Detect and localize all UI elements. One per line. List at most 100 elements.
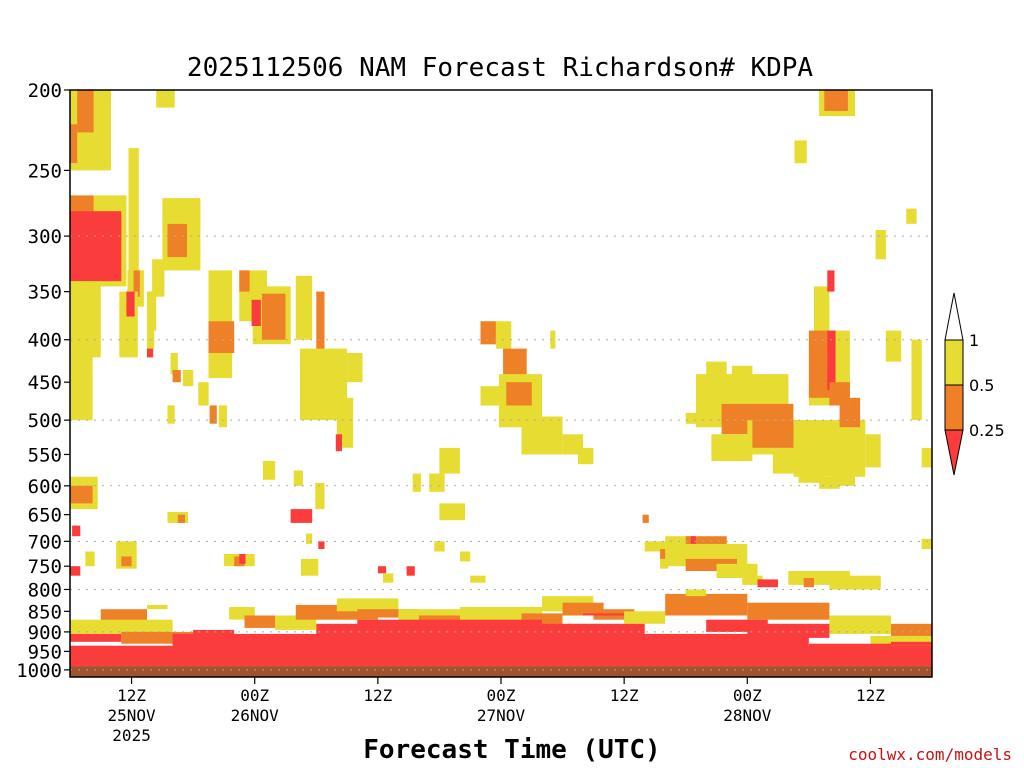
y-tick-label: 950 <box>28 641 62 663</box>
ri-cell-0-25-to-0-5 <box>121 556 132 567</box>
ri-cell-0-25-to-0-5 <box>177 514 185 523</box>
x-tick-label: 2025 <box>112 726 151 745</box>
ri-cell-0-5-to-1 <box>383 573 394 583</box>
x-tick-label: 25NOV <box>107 706 156 725</box>
ri-cell-0-25-to-0-5 <box>133 270 140 297</box>
ri-cell-0-5-to-1 <box>855 580 881 588</box>
y-tick-label: 800 <box>28 579 62 601</box>
x-tick-label: 00Z <box>240 686 269 705</box>
legend-level-label: 0.25 <box>969 421 1005 440</box>
ri-cell--0-25 <box>747 623 830 638</box>
x-axis-label: Forecast Time (UTC) <box>363 735 660 765</box>
x-tick-label: 12Z <box>856 686 885 705</box>
ri-cell-0-5-to-1 <box>262 461 276 480</box>
ri-cell-0-5-to-1 <box>562 434 584 455</box>
ri-cell-0-25-to-0-5 <box>121 631 194 644</box>
ri-cell-0-25-to-0-5 <box>244 615 276 628</box>
ri-cell-0-5-to-1 <box>434 541 445 552</box>
ri-cell-0-5-to-1 <box>834 457 855 486</box>
ground-area <box>70 666 932 677</box>
ri-cell--0-25 <box>583 613 625 616</box>
ri-cell--0-25 <box>172 633 809 648</box>
ri-cell-0-25-to-0-5 <box>70 485 93 504</box>
ri-cell-0-25-to-0-5 <box>891 623 932 638</box>
ri-cell-0-5-to-1 <box>470 575 486 583</box>
y-axis: 200 250 300 350 400 450 500 550 600 650 700 7508008… <box>16 80 70 682</box>
ri-cell--0-25 <box>827 330 836 391</box>
ri-cell-0-25-to-0-5 <box>752 420 799 448</box>
y-tick-label: 900 <box>28 622 62 644</box>
ri-cell-0-5-to-1 <box>128 148 139 276</box>
ri-cell-0-5-to-1 <box>911 339 922 421</box>
ri-cell-0-5-to-1 <box>731 365 753 379</box>
ri-cell-0-5-to-1 <box>198 382 209 406</box>
legend-level-label: 0.5 <box>969 376 994 395</box>
ri-cell-0-5-to-1 <box>156 90 175 108</box>
ri-cell-0-5-to-1 <box>170 353 178 375</box>
ri-cell-0-5-to-1 <box>300 558 319 576</box>
ri-cell-0-25-to-0-5 <box>167 223 187 258</box>
ri-cell-0-25-to-0-5 <box>70 124 78 164</box>
legend-bin-yellow <box>944 339 964 386</box>
colorbar-legend: 1 0.5 0.25 <box>944 292 1005 476</box>
y-tick-label: 700 <box>28 531 62 553</box>
ri-cell-0-5-to-1 <box>412 473 421 492</box>
ri-cell-0-5-to-1 <box>921 447 932 468</box>
ri-cell-0-25-to-0-5 <box>506 382 532 406</box>
legend-top-arrow <box>944 292 964 341</box>
ri-cell--0-25 <box>70 211 122 282</box>
ri-cell--0-25 <box>70 566 81 576</box>
ri-cell-0-5-to-1 <box>315 482 325 510</box>
ri-cell-0-5-to-1 <box>550 330 556 349</box>
ri-cell--0-25 <box>316 623 645 636</box>
x-tick-label: 00Z <box>487 686 516 705</box>
y-tick-label: 300 <box>28 226 62 248</box>
ri-cell--0-25 <box>357 619 542 626</box>
ri-cell-0-5-to-1 <box>439 503 466 521</box>
ri-cell-0-5-to-1 <box>814 286 830 336</box>
ri-cell-0-5-to-1 <box>295 275 313 340</box>
ri-cell-0-25-to-0-5 <box>480 321 496 345</box>
ri-cell-0-5-to-1 <box>306 533 313 544</box>
heatmap-cells <box>70 90 932 667</box>
ri-cell-0-5-to-1 <box>885 330 902 362</box>
ri-cell-0-25-to-0-5 <box>642 514 649 523</box>
ri-cell--0-25 <box>72 525 81 537</box>
ri-cell-0-25-to-0-5 <box>261 293 286 340</box>
ri-cell--0-25 <box>70 633 122 642</box>
ri-cell-0-5-to-1 <box>742 575 763 585</box>
ri-cell-0-5-to-1 <box>85 551 95 567</box>
legend-level-label: 1 <box>969 331 979 350</box>
y-tick-label: 350 <box>28 282 62 304</box>
ri-cell--0-25 <box>318 541 325 549</box>
ri-cell-0-5-to-1 <box>772 451 799 474</box>
ri-cell-0-5-to-1 <box>439 447 460 474</box>
ri-cell--0-25 <box>757 579 778 588</box>
y-tick-label: 600 <box>28 476 62 498</box>
ri-cell-0-5-to-1 <box>480 386 507 406</box>
ri-cell-0-5-to-1 <box>70 619 173 634</box>
ri-cell-0-5-to-1 <box>429 473 445 492</box>
ri-cell-0-25-to-0-5 <box>665 593 748 616</box>
x-tick-label: 27NOV <box>477 706 526 725</box>
y-tick-label: 200 <box>28 80 62 102</box>
x-tick-label: 12Z <box>363 686 392 705</box>
y-tick-label: 550 <box>28 444 62 466</box>
ri-cell--0-25 <box>335 434 342 452</box>
ri-cell--0-25 <box>891 641 932 646</box>
credit-link[interactable]: coolwx.com/models <box>848 745 1012 764</box>
x-tick-label: 12Z <box>610 686 639 705</box>
ri-cell-0-5-to-1 <box>167 511 188 523</box>
ri-cell-0-25-to-0-5 <box>562 602 604 616</box>
ri-cell--0-25 <box>827 270 835 292</box>
ri-cell-0-5-to-1 <box>660 558 669 569</box>
ri-cell-0-5-to-1 <box>147 604 168 610</box>
ri-cell-0-5-to-1 <box>716 563 758 578</box>
ri-cell--0-25 <box>239 554 246 564</box>
ri-cell-0-5-to-1 <box>147 291 155 349</box>
ri-cell-0-5-to-1 <box>336 598 399 612</box>
chart-title: 2025112506 NAM Forecast Richardson# KDPA <box>187 53 813 83</box>
ri-cell-0-5-to-1 <box>644 541 666 552</box>
y-tick-label: 500 <box>28 410 62 432</box>
